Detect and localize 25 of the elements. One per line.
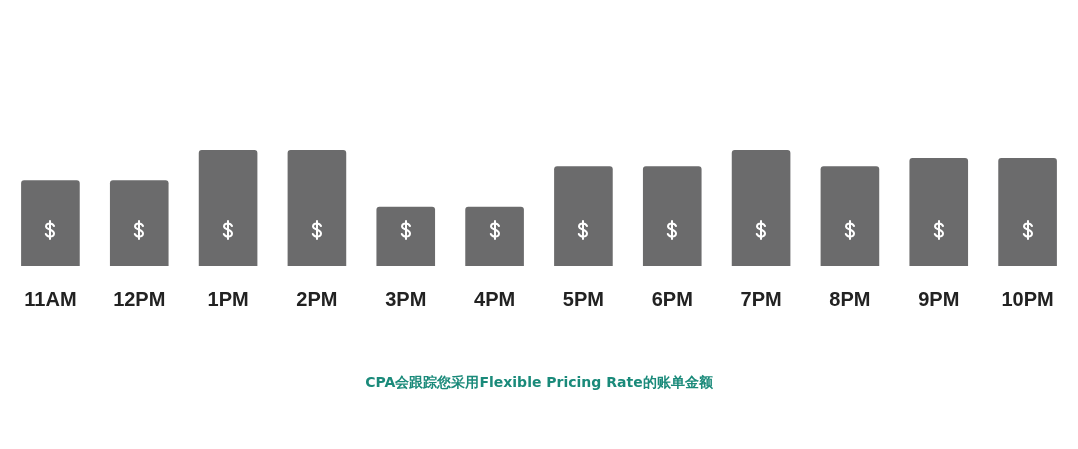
x-tick-label: 2PM — [296, 287, 338, 310]
bar — [998, 158, 1057, 266]
bar — [909, 158, 969, 266]
x-tick-label: 8PM — [829, 287, 871, 310]
x-tick-label: 12PM — [113, 287, 166, 310]
bar — [198, 150, 258, 266]
bar — [465, 206, 524, 266]
bar — [287, 150, 347, 266]
bar — [554, 166, 613, 266]
x-tick-label: 3PM — [385, 287, 427, 310]
bar — [820, 166, 880, 266]
bar — [376, 206, 436, 266]
x-tick-label: 7PM — [740, 287, 782, 310]
x-tick-label: 9PM — [918, 287, 960, 310]
x-tick-label: 6PM — [651, 287, 693, 310]
x-tick-label: 4PM — [474, 287, 516, 310]
text: CPA会跟踪您采用Flexible Pricing Rate的账单金额 — [364, 374, 714, 392]
bar — [642, 166, 702, 266]
x-tick-label: 5PM — [562, 287, 604, 310]
bar — [109, 180, 169, 266]
x-tick-label: 10PM — [1001, 287, 1054, 310]
x-tick-label: 1PM — [207, 287, 249, 310]
bar — [731, 150, 791, 266]
x-tick-label: 11AM — [24, 287, 77, 310]
bar — [21, 180, 80, 266]
